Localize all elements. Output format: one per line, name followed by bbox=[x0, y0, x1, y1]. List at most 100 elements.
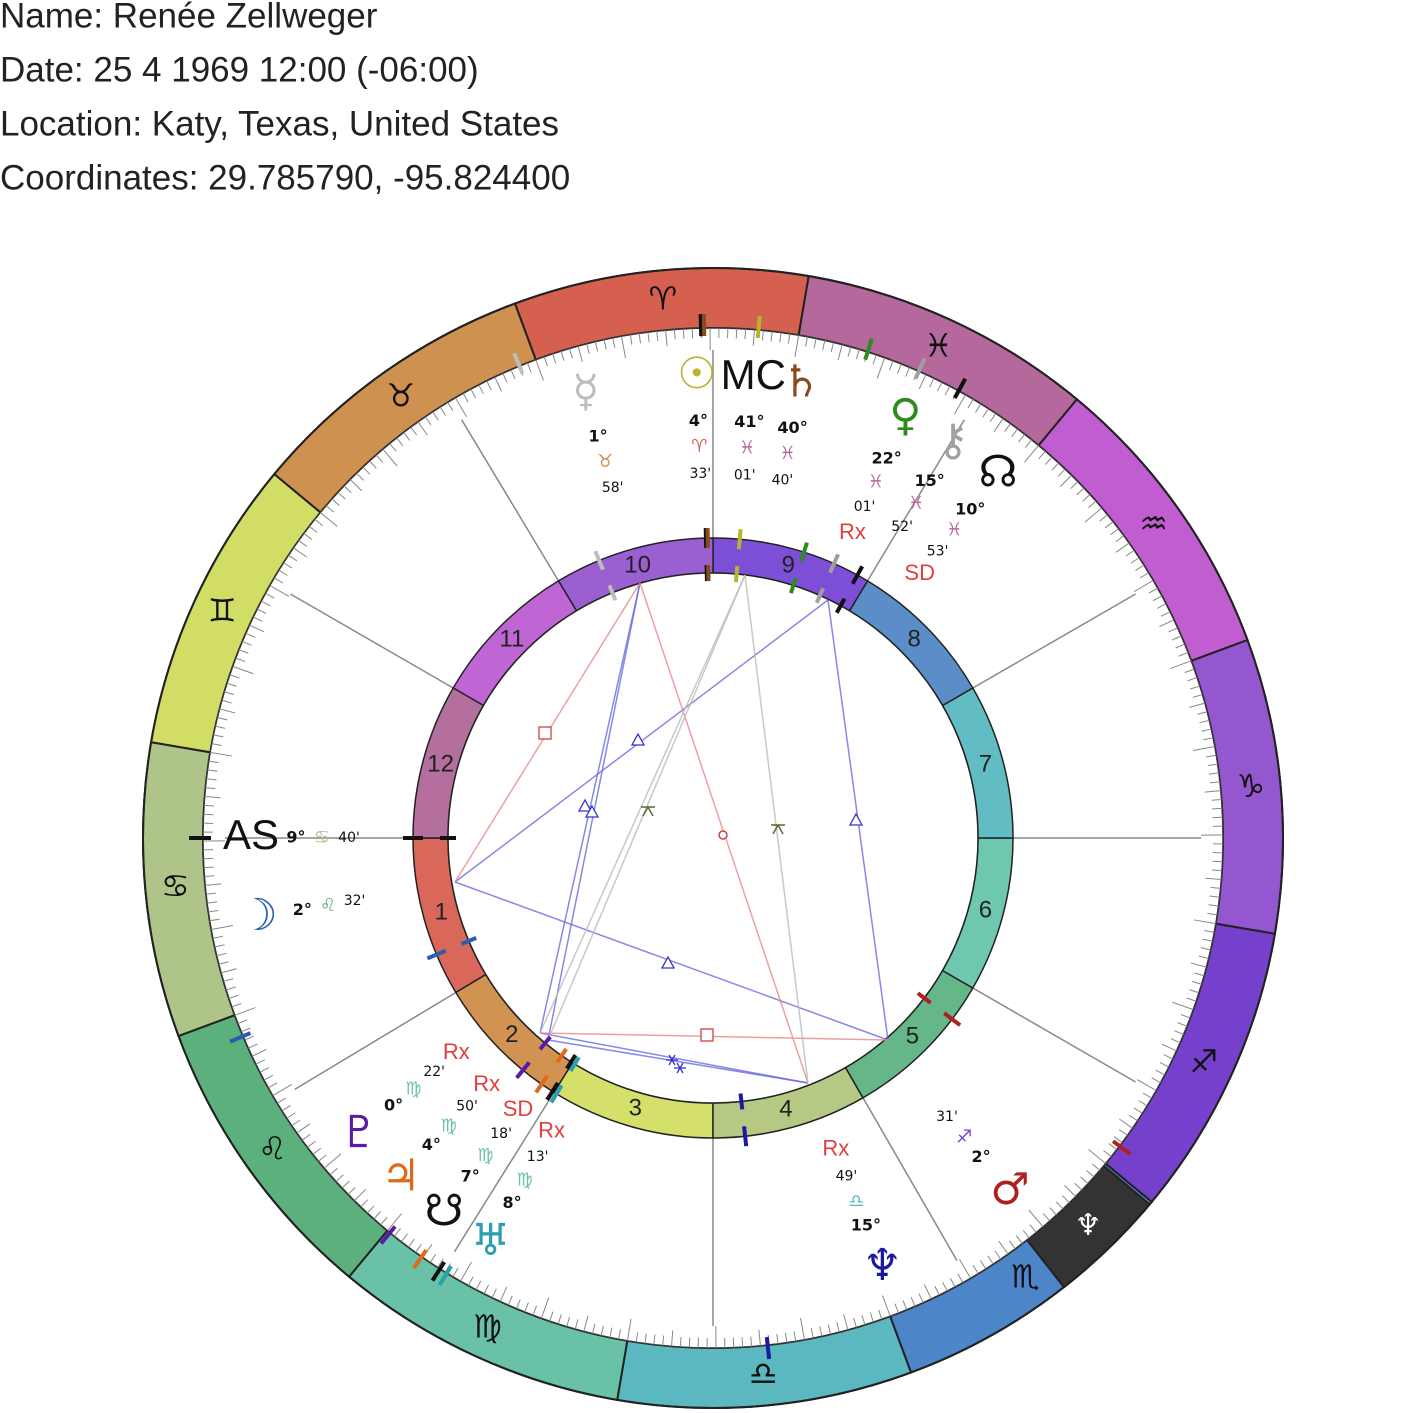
degree-tick bbox=[665, 330, 668, 347]
house-cusp bbox=[866, 419, 965, 582]
degree-tick bbox=[929, 378, 935, 388]
degree-tick bbox=[540, 1297, 550, 1319]
degree-tick bbox=[1082, 494, 1091, 502]
degree-tick bbox=[467, 1276, 474, 1286]
point-sign: ♋︎ bbox=[314, 827, 330, 848]
house-number: 10 bbox=[624, 552, 651, 579]
degree-tick bbox=[872, 354, 877, 365]
degree-tick bbox=[389, 443, 397, 452]
degree-tick bbox=[1198, 955, 1209, 959]
point-degree: 40° bbox=[777, 418, 807, 437]
house-cusp bbox=[294, 991, 457, 1090]
degree-tick bbox=[1108, 1143, 1118, 1151]
degree-tick bbox=[1209, 781, 1220, 784]
degree-tick bbox=[387, 1213, 402, 1231]
degree-tick bbox=[869, 1312, 874, 1323]
degree-tick bbox=[569, 348, 573, 359]
degree-tick bbox=[274, 577, 284, 584]
degree-tick bbox=[393, 1228, 401, 1237]
degree-tick bbox=[994, 1250, 1002, 1260]
degree-tick bbox=[1174, 1030, 1184, 1035]
position-tick bbox=[565, 1054, 578, 1070]
degree-tick bbox=[1062, 1195, 1070, 1204]
point-sign: ♌︎ bbox=[320, 895, 336, 916]
point-minutes: 53' bbox=[927, 544, 949, 560]
degree-tick bbox=[524, 1302, 529, 1313]
degree-tick bbox=[235, 657, 246, 663]
degree-tick bbox=[251, 1048, 267, 1057]
degree-tick bbox=[918, 374, 927, 390]
position-tick bbox=[512, 352, 525, 375]
degree-tick bbox=[603, 339, 607, 350]
point-sign: ♈︎ bbox=[691, 436, 707, 457]
point-sign: ♍︎ bbox=[477, 1145, 493, 1166]
degree-tick bbox=[744, 329, 747, 340]
degree-tick bbox=[975, 403, 982, 413]
degree-tick bbox=[878, 1309, 883, 1320]
degree-tick bbox=[296, 1123, 311, 1134]
degree-tick bbox=[560, 351, 565, 361]
degree-tick bbox=[1186, 997, 1197, 1002]
degree-tick bbox=[1190, 685, 1200, 690]
degree-tick bbox=[329, 1167, 338, 1176]
point-sign: ♓︎ bbox=[868, 471, 884, 492]
degree-tick bbox=[1138, 1100, 1148, 1107]
degree-tick bbox=[241, 1027, 251, 1033]
degree-tick bbox=[312, 1147, 322, 1155]
degree-tick bbox=[219, 708, 236, 714]
degree-tick bbox=[1004, 423, 1011, 433]
degree-tick bbox=[1130, 557, 1140, 564]
degree-tick bbox=[206, 892, 217, 895]
degree-tick bbox=[910, 1296, 916, 1307]
point-glyph: MC bbox=[721, 351, 786, 398]
degree-tick bbox=[263, 1074, 274, 1081]
degree-tick bbox=[206, 778, 217, 781]
degree-tick bbox=[369, 460, 377, 469]
degree-tick bbox=[836, 1322, 840, 1333]
point-status: Rx bbox=[473, 1071, 500, 1096]
degree-tick bbox=[1192, 694, 1203, 698]
degree-tick bbox=[861, 1315, 866, 1325]
point-degree: 41° bbox=[734, 412, 764, 431]
position-tick bbox=[593, 550, 605, 571]
point-glyph: ♃︎ bbox=[381, 1151, 420, 1202]
point-minutes: 13' bbox=[527, 1149, 549, 1165]
degree-tick bbox=[208, 760, 219, 764]
degree-tick bbox=[308, 525, 318, 533]
degree-tick bbox=[249, 624, 265, 633]
point-sign: ♐︎ bbox=[956, 1127, 972, 1148]
point-minutes: 22' bbox=[423, 1064, 445, 1080]
degree-tick bbox=[278, 569, 288, 576]
point-sign: ♎︎ bbox=[848, 1191, 864, 1212]
degree-tick bbox=[843, 1314, 849, 1330]
degree-tick bbox=[1207, 912, 1218, 916]
position-tick bbox=[555, 1047, 568, 1064]
degree-tick bbox=[432, 411, 439, 421]
sign-glyph: ♉︎ bbox=[386, 376, 415, 414]
degree-tick bbox=[1074, 1182, 1083, 1191]
degree-tick bbox=[1211, 798, 1222, 801]
aspect-line bbox=[547, 1039, 809, 1084]
degree-tick bbox=[223, 978, 234, 982]
point-sign: ♉︎ bbox=[597, 451, 613, 472]
degree-tick bbox=[779, 332, 782, 343]
position-tick bbox=[430, 1260, 446, 1282]
degree-tick bbox=[1115, 535, 1125, 543]
house-number: 1 bbox=[435, 899, 448, 926]
degree-tick bbox=[1208, 772, 1219, 775]
degree-tick bbox=[217, 717, 228, 721]
degree-tick bbox=[486, 380, 492, 391]
degree-tick bbox=[957, 1273, 964, 1283]
degree-tick bbox=[1118, 1129, 1128, 1136]
degree-tick bbox=[647, 332, 650, 343]
degree-tick bbox=[1197, 711, 1208, 715]
degree-tick bbox=[215, 725, 226, 729]
degree-tick bbox=[1119, 1118, 1133, 1129]
degree-tick bbox=[1038, 450, 1046, 460]
aspect-opposition bbox=[718, 830, 728, 840]
degree-tick bbox=[1170, 660, 1192, 669]
degree-tick bbox=[1168, 627, 1178, 633]
aspect-quincunx bbox=[771, 824, 785, 835]
sign-glyph: ♈︎ bbox=[648, 279, 677, 317]
position-tick bbox=[607, 584, 618, 601]
